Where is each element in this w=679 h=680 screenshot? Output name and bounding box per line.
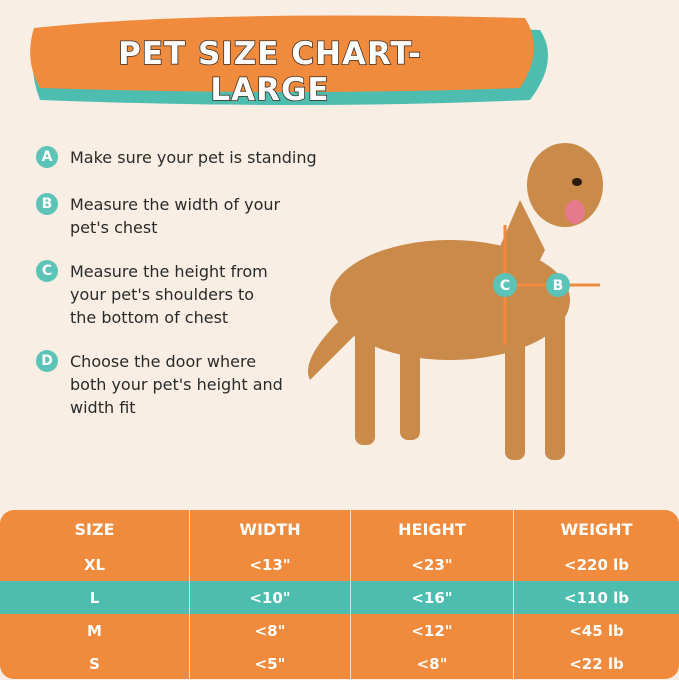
table-cell: L (0, 581, 190, 614)
table-cell: <45 lb (514, 614, 679, 647)
column-header: WIDTH (190, 510, 351, 548)
table-cell: <110 lb (514, 581, 679, 614)
step: B Measure the width of your pet's chest (36, 193, 292, 239)
table-row: XL<13"<23"<220 lb (0, 548, 679, 581)
step-letter: C (36, 260, 58, 282)
table-row: L<10"<16"<110 lb (0, 581, 679, 614)
column-header: SIZE (0, 510, 190, 548)
table-cell: <23" (351, 548, 514, 581)
table-cell: <8" (190, 614, 351, 647)
header-row: SIZE WIDTH HEIGHT WEIGHT (0, 510, 679, 548)
table-cell: <220 lb (514, 548, 679, 581)
table-row: M<8"<12"<45 lb (0, 614, 679, 647)
table-cell: XL (0, 548, 190, 581)
step-text: Make sure your pet is standing (70, 146, 350, 169)
step: C Measure the height from your pet's shou… (36, 260, 285, 329)
size-table: SIZE WIDTH HEIGHT WEIGHT XL<13"<23"<220 … (0, 510, 679, 680)
step-letter: A (36, 146, 58, 168)
column-header: WEIGHT (514, 510, 679, 548)
step-text: Measure the height from your pet's shoul… (70, 260, 285, 329)
figure-label: B (553, 278, 564, 294)
step: A Make sure your pet is standing (36, 146, 350, 169)
figure-label: C (500, 278, 510, 294)
column-header: HEIGHT (351, 510, 514, 548)
title: PET SIZE CHART-LARGE (60, 36, 480, 108)
step-text: Measure the width of your pet's chest (70, 193, 292, 239)
table-cell: <8" (351, 647, 514, 680)
step: D Choose the door where both your pet's h… (36, 350, 285, 419)
step-letter: B (36, 193, 58, 215)
step-letter: D (36, 350, 58, 372)
table-cell: <10" (190, 581, 351, 614)
table-cell: <12" (351, 614, 514, 647)
table-cell: <22 lb (514, 647, 679, 680)
table-cell: S (0, 647, 190, 680)
table-cell: <16" (351, 581, 514, 614)
step-text: Choose the door where both your pet's he… (70, 350, 285, 419)
table-cell: <5" (190, 647, 351, 680)
table-cell: M (0, 614, 190, 647)
table-row: S<5"<8"<22 lb (0, 647, 679, 680)
table-cell: <13" (190, 548, 351, 581)
